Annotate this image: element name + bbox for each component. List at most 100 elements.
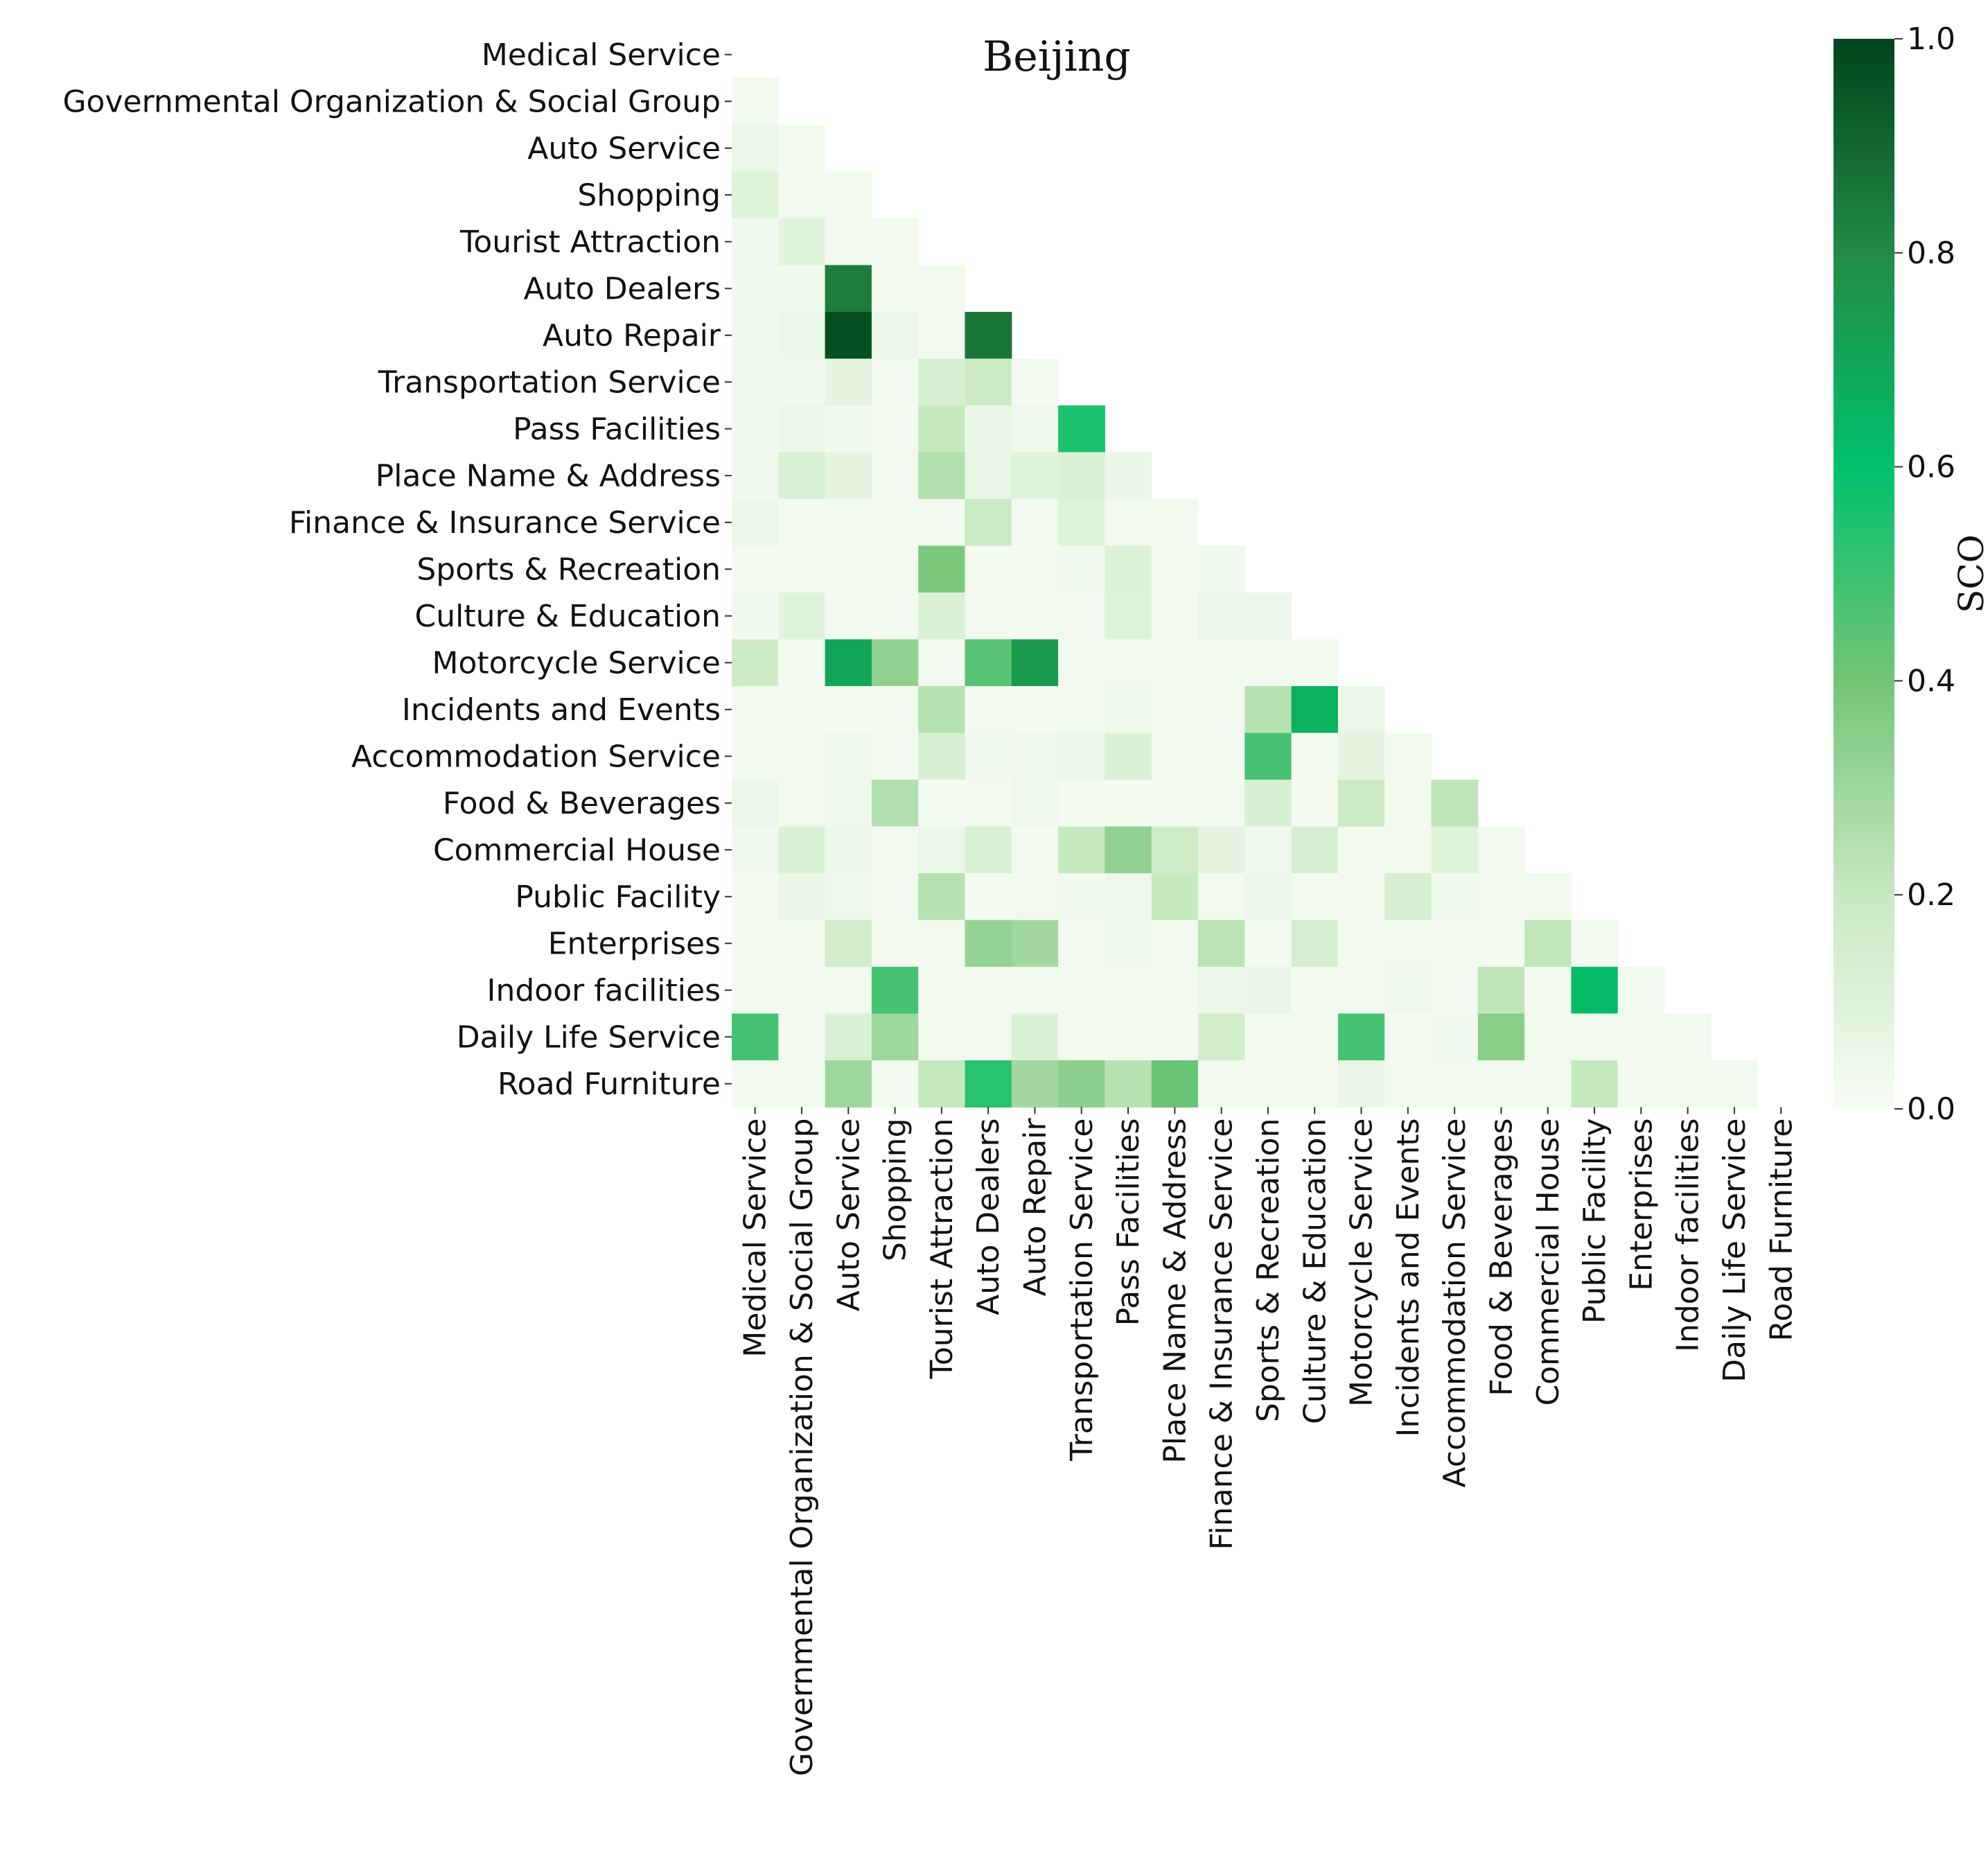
heatmap-cell (1198, 639, 1245, 687)
x-tick-label: Daily Life Service (1717, 1119, 1752, 1383)
y-tick-label: Enterprises (548, 926, 721, 961)
heatmap-cell (965, 873, 1012, 921)
heatmap-cell (871, 733, 919, 780)
heatmap-cell (1058, 545, 1105, 593)
heatmap-cell (1011, 873, 1059, 921)
heatmap-cell (1198, 873, 1245, 921)
heatmap-cell (918, 545, 966, 593)
heatmap-cell (1244, 1060, 1292, 1108)
y-tick-label: Transportation Service (378, 365, 721, 400)
heatmap-cell (918, 967, 966, 1015)
heatmap-cell (825, 218, 872, 266)
heatmap-cell (732, 545, 779, 593)
heatmap-cell (918, 593, 966, 640)
heatmap-cell (732, 967, 779, 1015)
heatmap-cell (965, 920, 1012, 967)
colorbar-label: SCO (1951, 534, 1988, 613)
heatmap-cell (778, 780, 826, 827)
heatmap-cell (1384, 780, 1432, 827)
chart-title: Beijing (983, 33, 1131, 81)
heatmap-cell (918, 733, 966, 780)
heatmap-cell (1431, 920, 1479, 967)
heatmap-cell (1011, 593, 1059, 640)
heatmap-cell (825, 733, 872, 780)
heatmap-cell (1337, 826, 1385, 874)
heatmap-cell (965, 1060, 1012, 1108)
heatmap-cell (1291, 1060, 1339, 1108)
x-tick-label: Commercial House (1531, 1119, 1566, 1406)
heatmap-cell (1105, 686, 1152, 734)
heatmap-cell (1244, 686, 1292, 734)
heatmap-cell (918, 826, 966, 874)
heatmap-cell (1384, 826, 1432, 874)
heatmap-cell (871, 218, 919, 266)
heatmap-cell (732, 312, 779, 360)
y-tick-label: Medical Service (482, 37, 721, 73)
heatmap-cell (778, 171, 826, 219)
heatmap-cell (871, 967, 919, 1015)
heatmap-cell (732, 873, 779, 921)
heatmap-cell (871, 826, 919, 874)
heatmap-cell (1291, 920, 1339, 967)
heatmap-cell (871, 593, 919, 640)
heatmap-cell (1105, 639, 1152, 687)
heatmap-cell (1291, 733, 1339, 780)
heatmap-cell (1291, 780, 1339, 827)
heatmap-cell (965, 593, 1012, 640)
heatmap-cell (732, 780, 779, 827)
y-tick-label: Daily Life Service (457, 1019, 721, 1055)
heatmap-cell (1105, 733, 1152, 780)
heatmap-cell (778, 499, 826, 547)
heatmap-cell (732, 826, 779, 874)
colorbar-gradient (1833, 39, 1894, 1109)
heatmap-cell (1477, 920, 1525, 967)
y-tick-label: Tourist Attraction (459, 225, 721, 260)
colorbar-tick-label: 0.4 (1907, 663, 1955, 699)
heatmap-cell (1198, 593, 1245, 640)
y-tick-label: Accommodation Service (351, 739, 721, 774)
y-tick-label: Motorcycle Service (432, 645, 721, 681)
heatmap-cell (1571, 967, 1619, 1015)
heatmap-cell (1524, 920, 1572, 967)
heatmap-cell (825, 171, 872, 219)
heatmap-cell (918, 873, 966, 921)
heatmap-cell (1058, 686, 1105, 734)
heatmap-cell (778, 593, 826, 640)
heatmap-cell (1151, 780, 1199, 827)
heatmap-cell (1384, 733, 1432, 780)
heatmap-cell (1198, 920, 1245, 967)
heatmap-cell (778, 920, 826, 967)
heatmap-cell (1058, 639, 1105, 687)
heatmap-cell (1105, 1060, 1152, 1108)
heatmap-cell (1198, 1060, 1245, 1108)
heatmap-cell (1198, 826, 1245, 874)
heatmap-cell (871, 639, 919, 687)
heatmap-cell (965, 545, 1012, 593)
heatmap-cell (1337, 780, 1385, 827)
heatmap-cell (778, 686, 826, 734)
x-axis: Medical Service Governmental Organization… (738, 1107, 1799, 1776)
heatmap-cell (1337, 1013, 1385, 1061)
heatmap-cell (825, 780, 872, 827)
heatmap-cell (1058, 405, 1105, 453)
y-tick-label: Auto Repair (543, 318, 721, 353)
heatmap-cell (1244, 967, 1292, 1015)
heatmap-cell (1337, 873, 1385, 921)
heatmap-cell (1105, 920, 1152, 967)
heatmap-cell (825, 405, 872, 453)
x-tick-label: Auto Service (831, 1119, 866, 1312)
heatmap-cell (1244, 873, 1292, 921)
heatmap-cell (732, 1060, 779, 1108)
heatmap-cell (732, 499, 779, 547)
heatmap-cell (1431, 967, 1479, 1015)
heatmap-cell (965, 312, 1012, 360)
heatmap-cell (1058, 920, 1105, 967)
heatmap-cell (778, 452, 826, 500)
heatmap-cell (871, 358, 919, 406)
heatmap-cell (1058, 826, 1105, 874)
heatmap-cell (918, 1013, 966, 1061)
heatmap-cell (1011, 733, 1059, 780)
x-tick-label: Finance & Insurance Service (1204, 1119, 1240, 1550)
heatmap-cell (778, 265, 826, 313)
heatmap-cell (1151, 1013, 1199, 1061)
